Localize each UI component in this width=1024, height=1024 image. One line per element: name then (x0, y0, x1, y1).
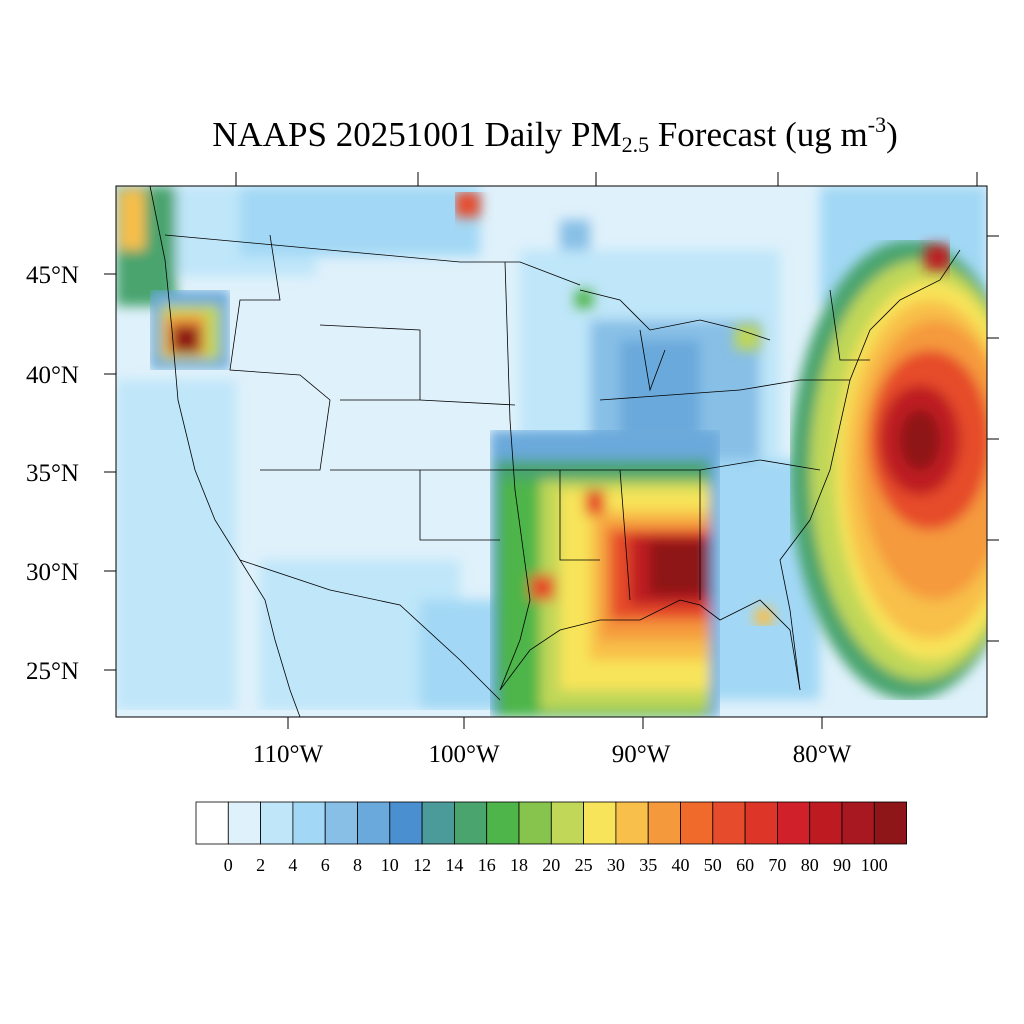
lat-label-35n: 35°N (26, 460, 79, 487)
title-main: NAAPS 20251001 Daily PM (212, 115, 622, 154)
legend-swatch (680, 801, 714, 845)
legend-label: 10 (381, 855, 399, 875)
lon-label-110w: 110°W (253, 741, 324, 768)
legend-label: 4 (288, 855, 297, 875)
title-subscript: 2.5 (621, 132, 650, 157)
lat-label-25n: 25°N (26, 658, 79, 685)
map-title: NAAPS 20251001 Daily PM2.5 Forecast (ug … (0, 112, 1024, 158)
legend-label: 80 (801, 855, 819, 875)
legend-swatch (389, 801, 423, 845)
lon-label-80w: 80°W (793, 741, 852, 768)
legend-swatch (647, 801, 681, 845)
legend-swatch (195, 801, 229, 845)
map-frame (115, 185, 988, 718)
legend-label: 6 (321, 855, 330, 875)
legend-label: 2 (256, 855, 265, 875)
legend-swatch (809, 801, 843, 845)
lon-label-90w: 90°W (612, 741, 671, 768)
title-end: ) (886, 115, 898, 154)
legend-label: 40 (672, 855, 690, 875)
legend-label: 25 (575, 855, 593, 875)
title-superscript: -3 (867, 112, 887, 137)
legend-swatch (841, 801, 875, 845)
legend-swatch (873, 801, 907, 845)
legend-label: 35 (639, 855, 657, 875)
boundaries (149, 186, 961, 717)
legend-label: 20 (542, 855, 560, 875)
legend-swatch (421, 801, 455, 845)
legend-label: 60 (736, 855, 754, 875)
legend-swatch (712, 801, 746, 845)
legend-swatch (357, 801, 391, 845)
legend-label: 14 (445, 855, 463, 875)
title-middle: Forecast (ug m (649, 115, 868, 154)
legend-label: 12 (413, 855, 431, 875)
legend-label: 8 (353, 855, 362, 875)
pm25-field (116, 186, 987, 717)
legend-swatch (744, 801, 778, 845)
legend-swatch (777, 801, 811, 845)
legend-label: 30 (607, 855, 625, 875)
lat-label-45n: 45°N (26, 262, 79, 289)
legend-swatch (324, 801, 358, 845)
legend-label: 16 (478, 855, 496, 875)
tick-marks (104, 172, 999, 729)
legend-label: 100 (861, 855, 888, 875)
lon-label-100w: 100°W (428, 741, 499, 768)
legend-swatch (583, 801, 617, 845)
legend-label: 50 (704, 855, 722, 875)
legend-colorbar (195, 801, 907, 845)
legend-swatch (453, 801, 488, 845)
legend-swatch (518, 801, 552, 845)
legend-swatch (260, 801, 294, 845)
lat-label-30n: 30°N (26, 559, 79, 586)
legend-label: 18 (510, 855, 528, 875)
legend-label: 70 (768, 855, 786, 875)
legend-label: 90 (833, 855, 851, 875)
legend-swatch (486, 801, 520, 845)
legend-swatch (227, 801, 262, 845)
legend-swatch (292, 801, 326, 845)
legend-labels: 0 2 4 6 8 10 12 14 16 18 20 25 30 35 40 50 60 70 80 90 100 (224, 855, 888, 875)
legend-label: 0 (224, 855, 233, 875)
legend-swatch (615, 801, 649, 845)
lat-label-40n: 40°N (26, 362, 79, 389)
legend-swatch (550, 801, 584, 845)
